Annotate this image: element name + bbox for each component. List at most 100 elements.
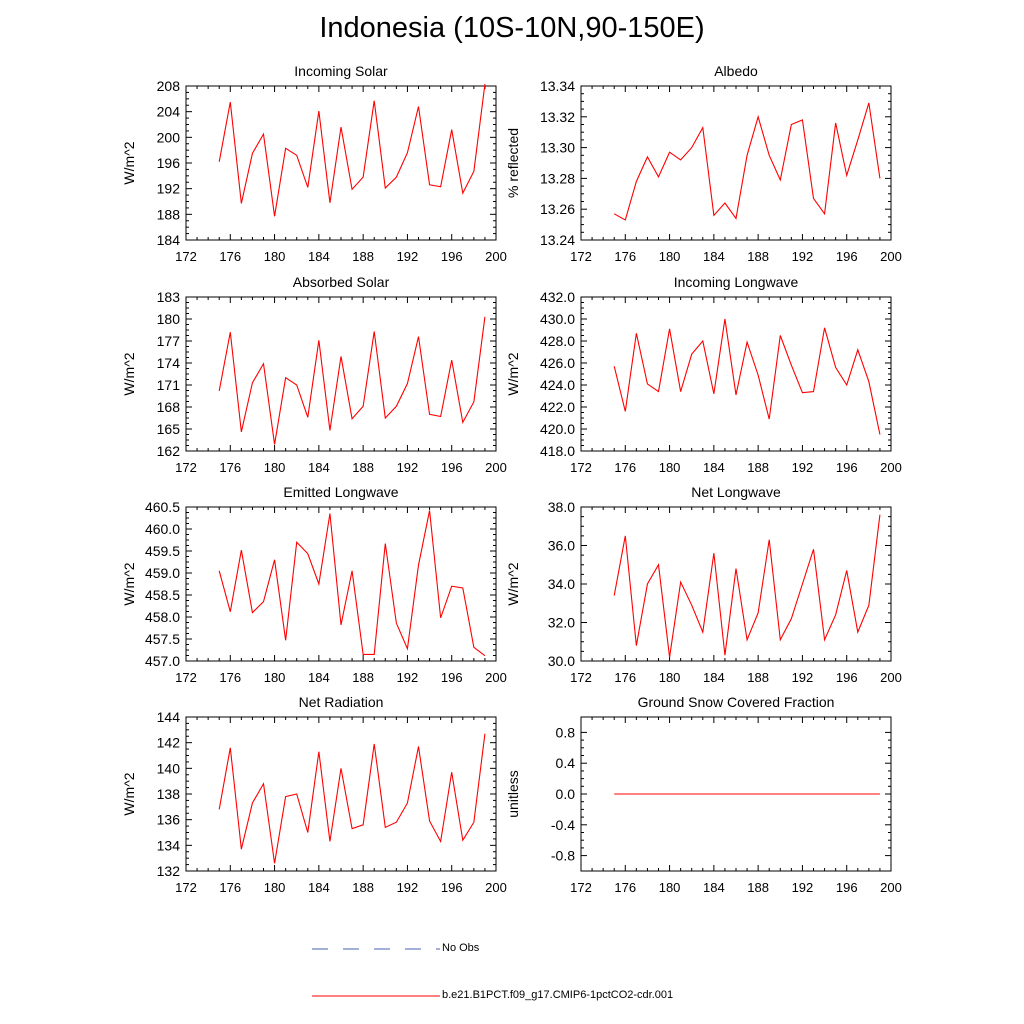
panel-ground-snow-covered-fraction: Ground Snow Covered Fraction unitless 172 1… xyxy=(505,694,902,895)
x-tick-label: 196 xyxy=(836,880,858,895)
panel-net-radiation: Net Radiation W/m^2 172 176 180 184 188 192 196 2… xyxy=(121,694,507,895)
y-tick-label: 192 xyxy=(157,181,181,197)
x-tick-label: 196 xyxy=(441,670,463,685)
x-tick-label: 172 xyxy=(570,460,592,475)
y-tick-label: 188 xyxy=(157,206,181,222)
x-tick-label: 184 xyxy=(703,249,725,264)
x-tick-label: 176 xyxy=(614,880,636,895)
y-tick-label: 184 xyxy=(157,232,181,248)
y-tick-label: 177 xyxy=(157,333,181,349)
legend-swatches xyxy=(312,948,440,997)
x-tick-label: 176 xyxy=(219,670,241,685)
legend-model-label: b.e21.B1PCT.f09_g17.CMIP6-1pctCO2-cdr.00… xyxy=(442,989,674,1001)
x-tick-label: 176 xyxy=(614,460,636,475)
x-tick-label: 184 xyxy=(703,460,725,475)
x-tick-label: 180 xyxy=(264,460,286,475)
panel-title: Incoming Longwave xyxy=(674,274,799,290)
x-tick-label: 184 xyxy=(308,880,330,895)
y-tick-label: 144 xyxy=(157,709,181,725)
x-tick-label: 172 xyxy=(570,880,592,895)
y-tick-label: 30.0 xyxy=(548,653,575,669)
x-tick-label: 192 xyxy=(792,460,814,475)
x-tick-label: 176 xyxy=(219,460,241,475)
panel-albedo: Albedo % reflected 172 176 180 184 188 192 196 20… xyxy=(505,63,902,264)
y-tick-label: 13.32 xyxy=(540,109,575,125)
y-tick-label: 457.5 xyxy=(145,631,180,647)
y-tick-label: 418.0 xyxy=(540,443,575,459)
legend-obs-label: No Obs xyxy=(442,942,480,954)
x-tick-label: 172 xyxy=(175,249,197,264)
y-tick-label: 168 xyxy=(157,399,181,415)
plot-frame xyxy=(185,716,497,872)
x-tick-label: 188 xyxy=(352,249,374,264)
x-tick-label: 184 xyxy=(308,670,330,685)
series-line-incoming-longwave xyxy=(613,318,881,435)
y-axis-label: W/m^2 xyxy=(121,352,137,395)
y-tick-label: 458.0 xyxy=(145,609,180,625)
x-tick-label: 180 xyxy=(264,880,286,895)
x-tick-label: 192 xyxy=(397,460,419,475)
panel-incoming-solar: Incoming Solar W/m^2 172 176 180 184 188 192 196… xyxy=(121,63,507,264)
series-line-incoming-solar xyxy=(218,84,486,217)
x-tick-label: 180 xyxy=(264,249,286,264)
y-tick-label: 13.26 xyxy=(540,201,575,217)
series-line-net-radiation xyxy=(218,733,486,864)
y-tick-label: -0.8 xyxy=(551,848,575,864)
y-tick-label: 13.28 xyxy=(540,170,575,186)
x-tick-label: 192 xyxy=(397,249,419,264)
y-tick-label: 140 xyxy=(157,760,181,776)
y-tick-label: 426.0 xyxy=(540,355,575,371)
panel-title: Emitted Longwave xyxy=(283,484,398,500)
x-tick-label: 176 xyxy=(614,249,636,264)
plot-frame xyxy=(580,296,892,452)
x-tick-label: 172 xyxy=(570,670,592,685)
y-tick-label: 0.8 xyxy=(556,724,576,740)
x-tick-label: 188 xyxy=(352,880,374,895)
x-tick-label: 196 xyxy=(441,249,463,264)
y-tick-label: 162 xyxy=(157,443,181,459)
y-tick-label: 34.0 xyxy=(548,576,575,592)
x-tick-label: 172 xyxy=(175,460,197,475)
y-tick-label: 0.4 xyxy=(556,755,576,771)
x-tick-label: 180 xyxy=(659,670,681,685)
x-tick-label: 192 xyxy=(397,880,419,895)
panel-title: Incoming Solar xyxy=(294,63,388,79)
panel-net-longwave: Net Longwave W/m^2 172 176 180 184 188 192 196 20… xyxy=(505,484,902,685)
y-tick-label: 428.0 xyxy=(540,333,575,349)
x-tick-label: 188 xyxy=(352,460,374,475)
x-tick-label: 192 xyxy=(397,670,419,685)
y-tick-label: 200 xyxy=(157,129,181,145)
y-tick-label: 420.0 xyxy=(540,421,575,437)
panel-absorbed-solar: Absorbed Solar W/m^2 172 176 180 184 188 192 196… xyxy=(121,274,507,475)
x-tick-label: 180 xyxy=(659,249,681,264)
y-tick-label: 36.0 xyxy=(548,538,575,554)
plot-frame xyxy=(185,506,497,662)
y-axis-label: W/m^2 xyxy=(505,562,521,605)
panel-title: Ground Snow Covered Fraction xyxy=(638,694,835,710)
series-line-emitted-longwave xyxy=(218,510,486,657)
y-tick-label: 0.0 xyxy=(556,786,576,802)
y-axis-label: % reflected xyxy=(505,128,521,198)
y-tick-label: 460.5 xyxy=(145,499,180,515)
y-tick-label: 136 xyxy=(157,812,181,828)
x-tick-label: 188 xyxy=(352,670,374,685)
y-tick-label: 38.0 xyxy=(548,499,575,515)
y-tick-label: 171 xyxy=(157,377,181,393)
x-tick-label: 176 xyxy=(614,670,636,685)
legend: No Obs b.e21.B1PCT.f09_g17.CMIP6-1pctCO2… xyxy=(0,930,1024,1024)
x-tick-label: 184 xyxy=(703,670,725,685)
y-axis-label: unitless xyxy=(505,770,521,817)
y-tick-label: -0.4 xyxy=(551,817,575,833)
series-line-albedo xyxy=(613,102,881,221)
x-tick-label: 184 xyxy=(308,249,330,264)
panel-emitted-longwave: Emitted Longwave W/m^2 172 176 180 184 188 192 1… xyxy=(121,484,507,685)
x-tick-label: 184 xyxy=(703,880,725,895)
x-tick-label: 188 xyxy=(747,460,769,475)
x-tick-label: 196 xyxy=(836,460,858,475)
y-tick-label: 422.0 xyxy=(540,399,575,415)
y-tick-label: 132 xyxy=(157,863,181,879)
charts-canvas: Incoming Solar W/m^2 172 176 180 184 188 192 196… xyxy=(121,63,902,895)
y-tick-label: 13.34 xyxy=(540,78,575,94)
x-tick-label: 192 xyxy=(792,670,814,685)
x-tick-label: 200 xyxy=(880,880,902,895)
